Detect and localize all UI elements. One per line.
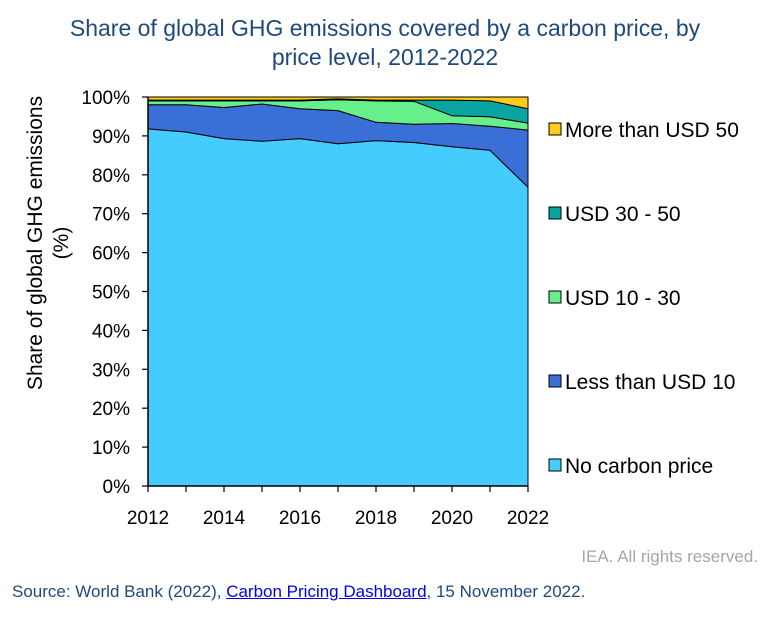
y-tick-label: 20% [92, 399, 130, 420]
y-tick-label: 40% [92, 321, 130, 342]
y-tick-label: 100% [81, 88, 130, 109]
legend: More than USD 50 USD 30 - 50 USD 10 - 30 Le… [548, 119, 739, 478]
legend-label-gt50: More than USD 50 [565, 119, 739, 142]
y-tick-label: 70% [92, 205, 130, 226]
legend-label-p10_30: USD 10 - 30 [565, 287, 681, 310]
chart-title-line-1: Share of global GHG emissions covered by… [69, 15, 701, 41]
legend-swatch-p30_50 [548, 206, 562, 220]
y-tick-label: 60% [92, 244, 130, 265]
legend-item-p30_50: USD 30 - 50 [548, 203, 681, 226]
y-tick-label: 30% [92, 360, 130, 381]
y-tick-label: 0% [103, 477, 131, 498]
x-tick-label: 2018 [355, 508, 397, 529]
axes-group: 0% 10% 20% 30% 40% 50% 60% 70% 80% 90% 100% 2012 201… [81, 88, 549, 529]
legend-label-p30_50: USD 30 - 50 [565, 203, 681, 226]
legend-item-no_price: No carbon price [548, 455, 713, 478]
y-axis-label-line-2: (%) [50, 227, 73, 260]
x-tick-label: 2020 [431, 508, 473, 529]
chart-title-line-2: price level, 2012-2022 [271, 44, 499, 70]
legend-swatch-p10_30 [548, 290, 562, 304]
legend-label-lt10: Less than USD 10 [565, 371, 735, 394]
legend-swatch-no_price [548, 458, 562, 472]
area-no_price [147, 128, 529, 487]
y-tick-label: 90% [92, 127, 130, 148]
legend-swatch-lt10 [548, 374, 562, 388]
carbon-pricing-dashboard-link[interactable]: Carbon Pricing Dashboard [226, 582, 427, 601]
y-tick-label: 10% [92, 438, 130, 459]
source-suffix: , 15 November 2022. [426, 582, 586, 601]
x-tick-label: 2022 [507, 508, 549, 529]
legend-item-lt10: Less than USD 10 [548, 371, 735, 394]
x-tick-label: 2014 [203, 508, 246, 529]
copyright-note: IEA. All rights reserved. [581, 547, 758, 566]
area-series-group [147, 96, 529, 487]
x-tick-label: 2016 [279, 508, 321, 529]
legend-item-p10_30: USD 10 - 30 [548, 287, 681, 310]
y-axis-label-line-1: Share of global GHG emissions [24, 96, 47, 390]
x-tick-label: 2012 [127, 508, 169, 529]
chart-title: Share of global GHG emissions covered by… [0, 14, 770, 72]
area-gt50 [147, 96, 529, 110]
legend-swatch-gt50 [548, 122, 562, 136]
legend-label-no_price: No carbon price [565, 455, 713, 478]
y-tick-label: 50% [92, 283, 130, 304]
source-prefix: Source: World Bank (2022), [12, 582, 227, 601]
y-tick-label: 80% [92, 166, 130, 187]
source-note: Source: World Bank (2022), Carbon Pricin… [12, 582, 585, 602]
legend-item-gt50: More than USD 50 [548, 119, 739, 142]
